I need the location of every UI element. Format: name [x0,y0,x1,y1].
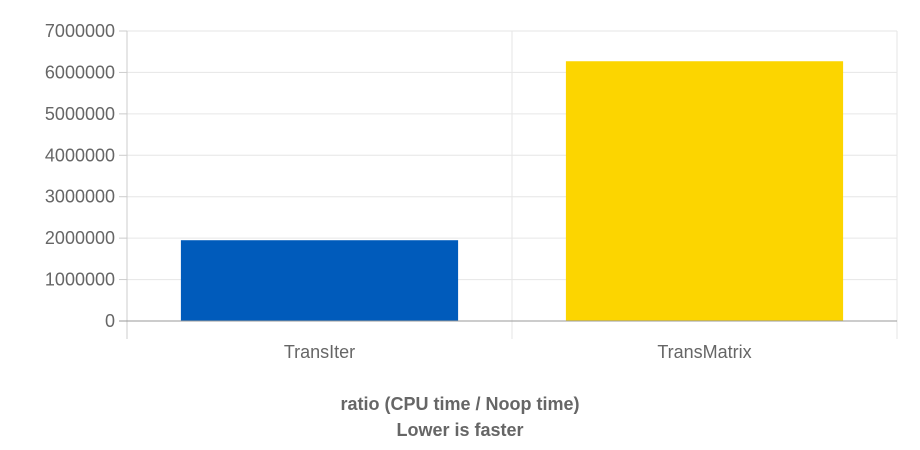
bar-transiter [180,240,459,321]
y-tick-label: 4000000 [45,145,115,165]
y-tick-label: 3000000 [45,187,115,207]
y-tick-label: 7000000 [45,21,115,41]
x-axis-title: ratio (CPU time / Noop time) [340,394,580,414]
y-tick-label: 2000000 [45,228,115,248]
bar-transmatrix [565,61,844,321]
chart-note: Lower is faster [396,420,524,440]
y-tick-label: 6000000 [45,62,115,82]
y-tick-label: 5000000 [45,104,115,124]
x-category-label: TransIter [284,342,355,362]
bar-chart: 0 1000000 2000000 3000000 4000000 5000000 6000… [45,21,898,362]
y-tick-label: 1000000 [45,270,115,290]
y-tick-label: 0 [105,311,115,331]
x-category-label: TransMatrix [657,342,751,362]
